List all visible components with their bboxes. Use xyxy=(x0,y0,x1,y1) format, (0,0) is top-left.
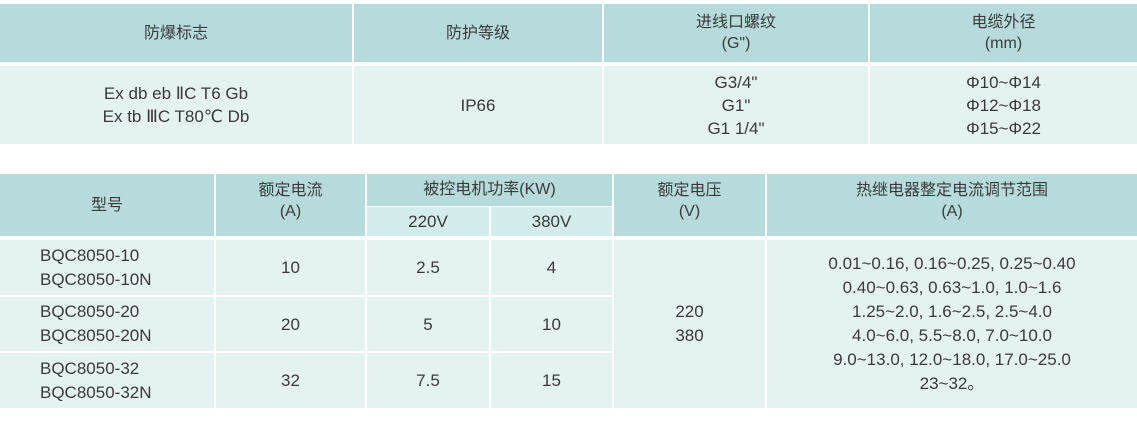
cell-inlet-thread: G3/4" G1" G1 1/4" xyxy=(603,66,870,144)
cell-cable-diameter: Φ10~Φ14 Φ12~Φ18 Φ15~Φ22 xyxy=(869,66,1137,144)
thread-value: G1" xyxy=(721,95,751,115)
voltage-value: 220 xyxy=(675,302,704,321)
header-text: 电缆外径 xyxy=(971,14,1036,31)
cable-value: Φ10~Φ14 xyxy=(966,72,1041,92)
models-subheader-row: 220V 380V xyxy=(0,205,1137,236)
header-model: 型号 xyxy=(0,174,216,236)
cell-power-380: 4 xyxy=(490,240,614,297)
header-rated-voltage: 额定电压 (V) xyxy=(613,174,767,236)
explosion-mark-line: Ex tb ⅢC T80℃ Db xyxy=(102,107,250,126)
relay-range-line: 23~32。 xyxy=(919,374,985,393)
cell-relay-range: 0.01~0.16, 0.16~0.25, 0.25~0.40 0.40~0.6… xyxy=(766,240,1137,408)
header-rated-current: 额定电流 (A) xyxy=(215,174,367,236)
relay-range-line: 4.0~6.0, 5.5~8.0, 7.0~10.0 xyxy=(852,326,1052,345)
explosion-mark-line: Ex db eb ⅡC T6 Gb xyxy=(103,84,249,103)
header-text: 防爆标志 xyxy=(143,24,208,42)
relay-range-line: 0.40~0.63, 0.63~1.0, 1.0~1.6 xyxy=(842,278,1062,297)
model-code: BQC8050-32 xyxy=(40,358,140,378)
cable-value: Φ15~Φ22 xyxy=(966,118,1041,138)
header-unit: (A) xyxy=(941,203,963,220)
model-code: BQC8050-32N xyxy=(40,382,152,402)
header-text: 额定电流 xyxy=(258,182,323,199)
cell-model: BQC8050-32 BQC8050-32N xyxy=(0,352,216,408)
spec-table-data-row: Ex db eb ⅡC T6 Gb Ex tb ⅢC T80℃ Db IP66 … xyxy=(0,66,1137,144)
cell-explosion-mark: Ex db eb ⅡC T6 Gb Ex tb ⅢC T80℃ Db xyxy=(0,66,354,144)
thread-value: G1 1/4" xyxy=(707,118,765,138)
cell-power-220: 7.5 xyxy=(366,352,491,408)
thread-value: G3/4" xyxy=(714,72,758,92)
cell-rated-current: 32 xyxy=(215,352,367,408)
header-explosion-mark: 防爆标志 xyxy=(0,4,354,62)
cell-model: BQC8050-20 BQC8050-20N xyxy=(0,296,216,353)
header-relay-range: 热继电器整定电流调节范围 (A) xyxy=(766,174,1137,236)
header-cable-diameter: 电缆外径 (mm) xyxy=(869,4,1137,62)
model-code: BQC8050-10N xyxy=(40,269,152,289)
header-motor-power: 被控电机功率(KW) xyxy=(366,174,614,206)
cell-power-220: 5 xyxy=(366,296,491,353)
header-unit: (G") xyxy=(721,35,751,52)
table-row: BQC8050-10 BQC8050-10N 10 2.5 4 220 380 … xyxy=(0,240,1137,408)
models-header-row: 型号 额定电流 (A) 被控电机功率(KW) 额定电压 (V) 热继电器整定电流… xyxy=(0,174,1137,236)
cell-rated-current: 10 xyxy=(215,240,367,297)
relay-range-line: 9.0~13.0, 12.0~18.0, 17.0~25.0 xyxy=(833,350,1071,369)
cell-power-380: 15 xyxy=(490,352,614,408)
relay-range-line: 1.25~2.0, 1.6~2.5, 2.5~4.0 xyxy=(852,302,1052,321)
header-power-220: 220V xyxy=(366,205,491,236)
header-power-380: 380V xyxy=(490,205,614,236)
model-code: BQC8050-20 xyxy=(40,302,140,321)
spec-table-explosion: 防爆标志 防护等级 进线口螺纹 (G") 电缆外径 (mm) Ex db eb … xyxy=(0,4,1137,144)
header-unit: (mm) xyxy=(984,35,1023,52)
cell-model: BQC8050-10 BQC8050-10N xyxy=(0,240,216,297)
header-inlet-thread: 进线口螺纹 (G") xyxy=(603,4,870,62)
header-text: 进线口螺纹 xyxy=(695,14,776,31)
cell-power-220: 2.5 xyxy=(366,240,491,297)
model-code: BQC8050-10 xyxy=(40,245,140,265)
spec-table-header-row: 防爆标志 防护等级 进线口螺纹 (G") 电缆外径 (mm) xyxy=(0,4,1137,62)
table-row: BQC8050-20 BQC8050-20N 20 5 10 xyxy=(0,296,1137,353)
header-unit: (A) xyxy=(279,203,302,220)
header-protection-grade: 防护等级 xyxy=(353,4,604,62)
cell-power-380: 10 xyxy=(490,296,614,353)
header-unit: (V) xyxy=(678,203,701,220)
table-row: BQC8050-32 BQC8050-32N 32 7.5 15 xyxy=(0,352,1137,408)
relay-range-line: 0.01~0.16, 0.16~0.25, 0.25~0.40 xyxy=(828,254,1076,273)
cable-value: Φ12~Φ18 xyxy=(966,95,1041,115)
cell-rated-current: 20 xyxy=(215,296,367,353)
model-code: BQC8050-20N xyxy=(40,326,152,345)
header-text: 额定电压 xyxy=(657,182,722,199)
header-text: 防护等级 xyxy=(445,24,510,42)
spec-table-models: 型号 额定电流 (A) 被控电机功率(KW) 额定电压 (V) 热继电器整定电流… xyxy=(0,174,1137,408)
cell-protection-grade: IP66 xyxy=(353,66,604,144)
cell-rated-voltage: 220 380 xyxy=(613,240,767,408)
voltage-value: 380 xyxy=(675,326,704,345)
header-text: 热继电器整定电流调节范围 xyxy=(855,182,1048,199)
